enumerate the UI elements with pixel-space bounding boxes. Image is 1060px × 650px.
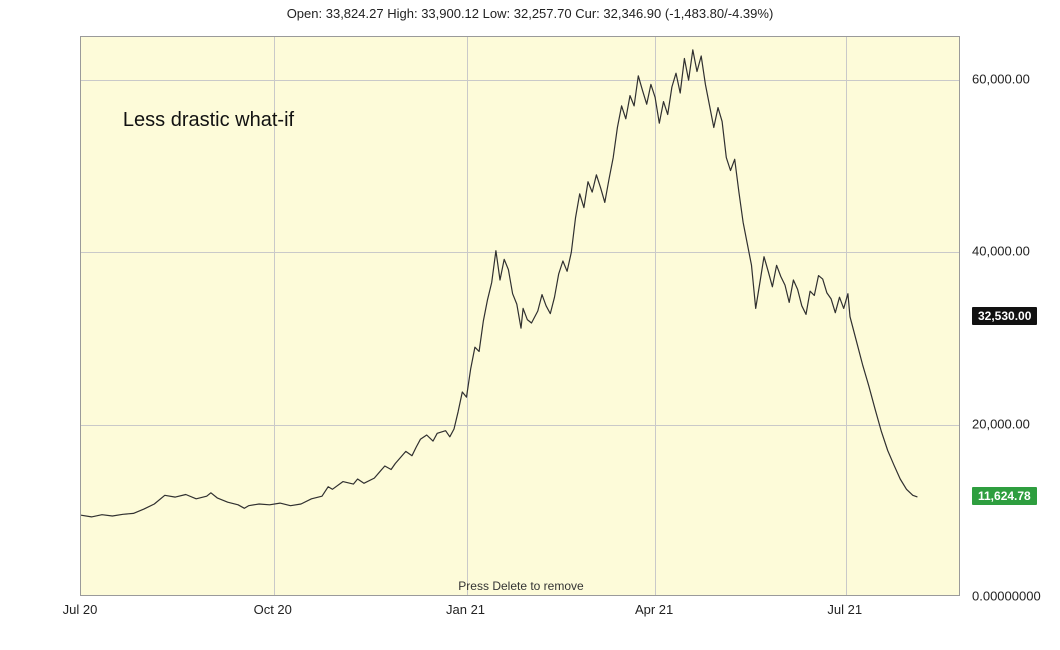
x-tick-label: Jul 21: [827, 602, 862, 617]
low-label: Low:: [483, 6, 510, 21]
high-value: 33,900.12: [421, 6, 479, 21]
y-tick-label: 0.00000000: [972, 589, 1041, 604]
cur-value: 32,346.90: [603, 6, 661, 21]
cur-label: Cur:: [575, 6, 600, 21]
y-tick-label: 60,000.00: [972, 72, 1030, 87]
x-tick-label: Jul 20: [63, 602, 98, 617]
price-badge: 11,624.78: [972, 487, 1037, 505]
high-label: High:: [387, 6, 417, 21]
x-tick-label: Oct 20: [254, 602, 292, 617]
low-value: 32,257.70: [514, 6, 572, 21]
change-abs: -1,483.80: [669, 6, 724, 21]
price-badge: 32,530.00: [972, 307, 1037, 325]
y-tick-label: 40,000.00: [972, 244, 1030, 259]
x-tick-label: Apr 21: [635, 602, 673, 617]
price-line: [81, 37, 960, 596]
chart-plot-area[interactable]: Less drastic what-ifPress Delete to remo…: [80, 36, 960, 596]
ohlc-header: Open: 33,824.27 High: 33,900.12 Low: 32,…: [0, 6, 1060, 21]
open-value: 33,824.27: [326, 6, 384, 21]
change-pct: -4.39%: [728, 6, 769, 21]
x-tick-label: Jan 21: [446, 602, 485, 617]
open-label: Open:: [287, 6, 322, 21]
y-tick-label: 20,000.00: [972, 416, 1030, 431]
chart-container: { "header": { "open_label": "Open:", "hi…: [0, 0, 1060, 650]
